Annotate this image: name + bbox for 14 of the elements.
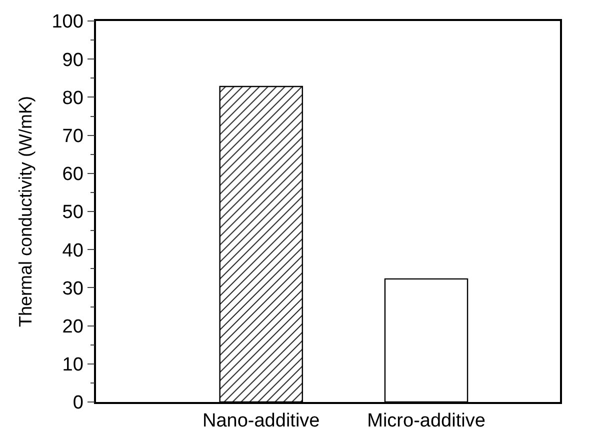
y-tick-label: 20 xyxy=(62,316,84,338)
y-tick-label: 90 xyxy=(62,50,84,71)
y-axis-title: Thermal conductivity (W/mK) xyxy=(15,96,36,328)
y-tick-label: 60 xyxy=(62,164,84,186)
y-tick-label: 80 xyxy=(62,88,84,109)
x-tick-label: Nano-additive xyxy=(202,410,320,432)
y-tick-label: 30 xyxy=(62,278,84,300)
y-tick-label: 0 xyxy=(72,392,84,414)
y-tick-label: 10 xyxy=(62,354,84,376)
x-tick-label: Micro-additive xyxy=(367,410,486,432)
y-tick-label: 50 xyxy=(62,202,84,224)
y-tick-label: 40 xyxy=(62,240,84,262)
y-tick-label: 70 xyxy=(62,126,84,147)
y-tick-label: 100 xyxy=(52,12,84,33)
